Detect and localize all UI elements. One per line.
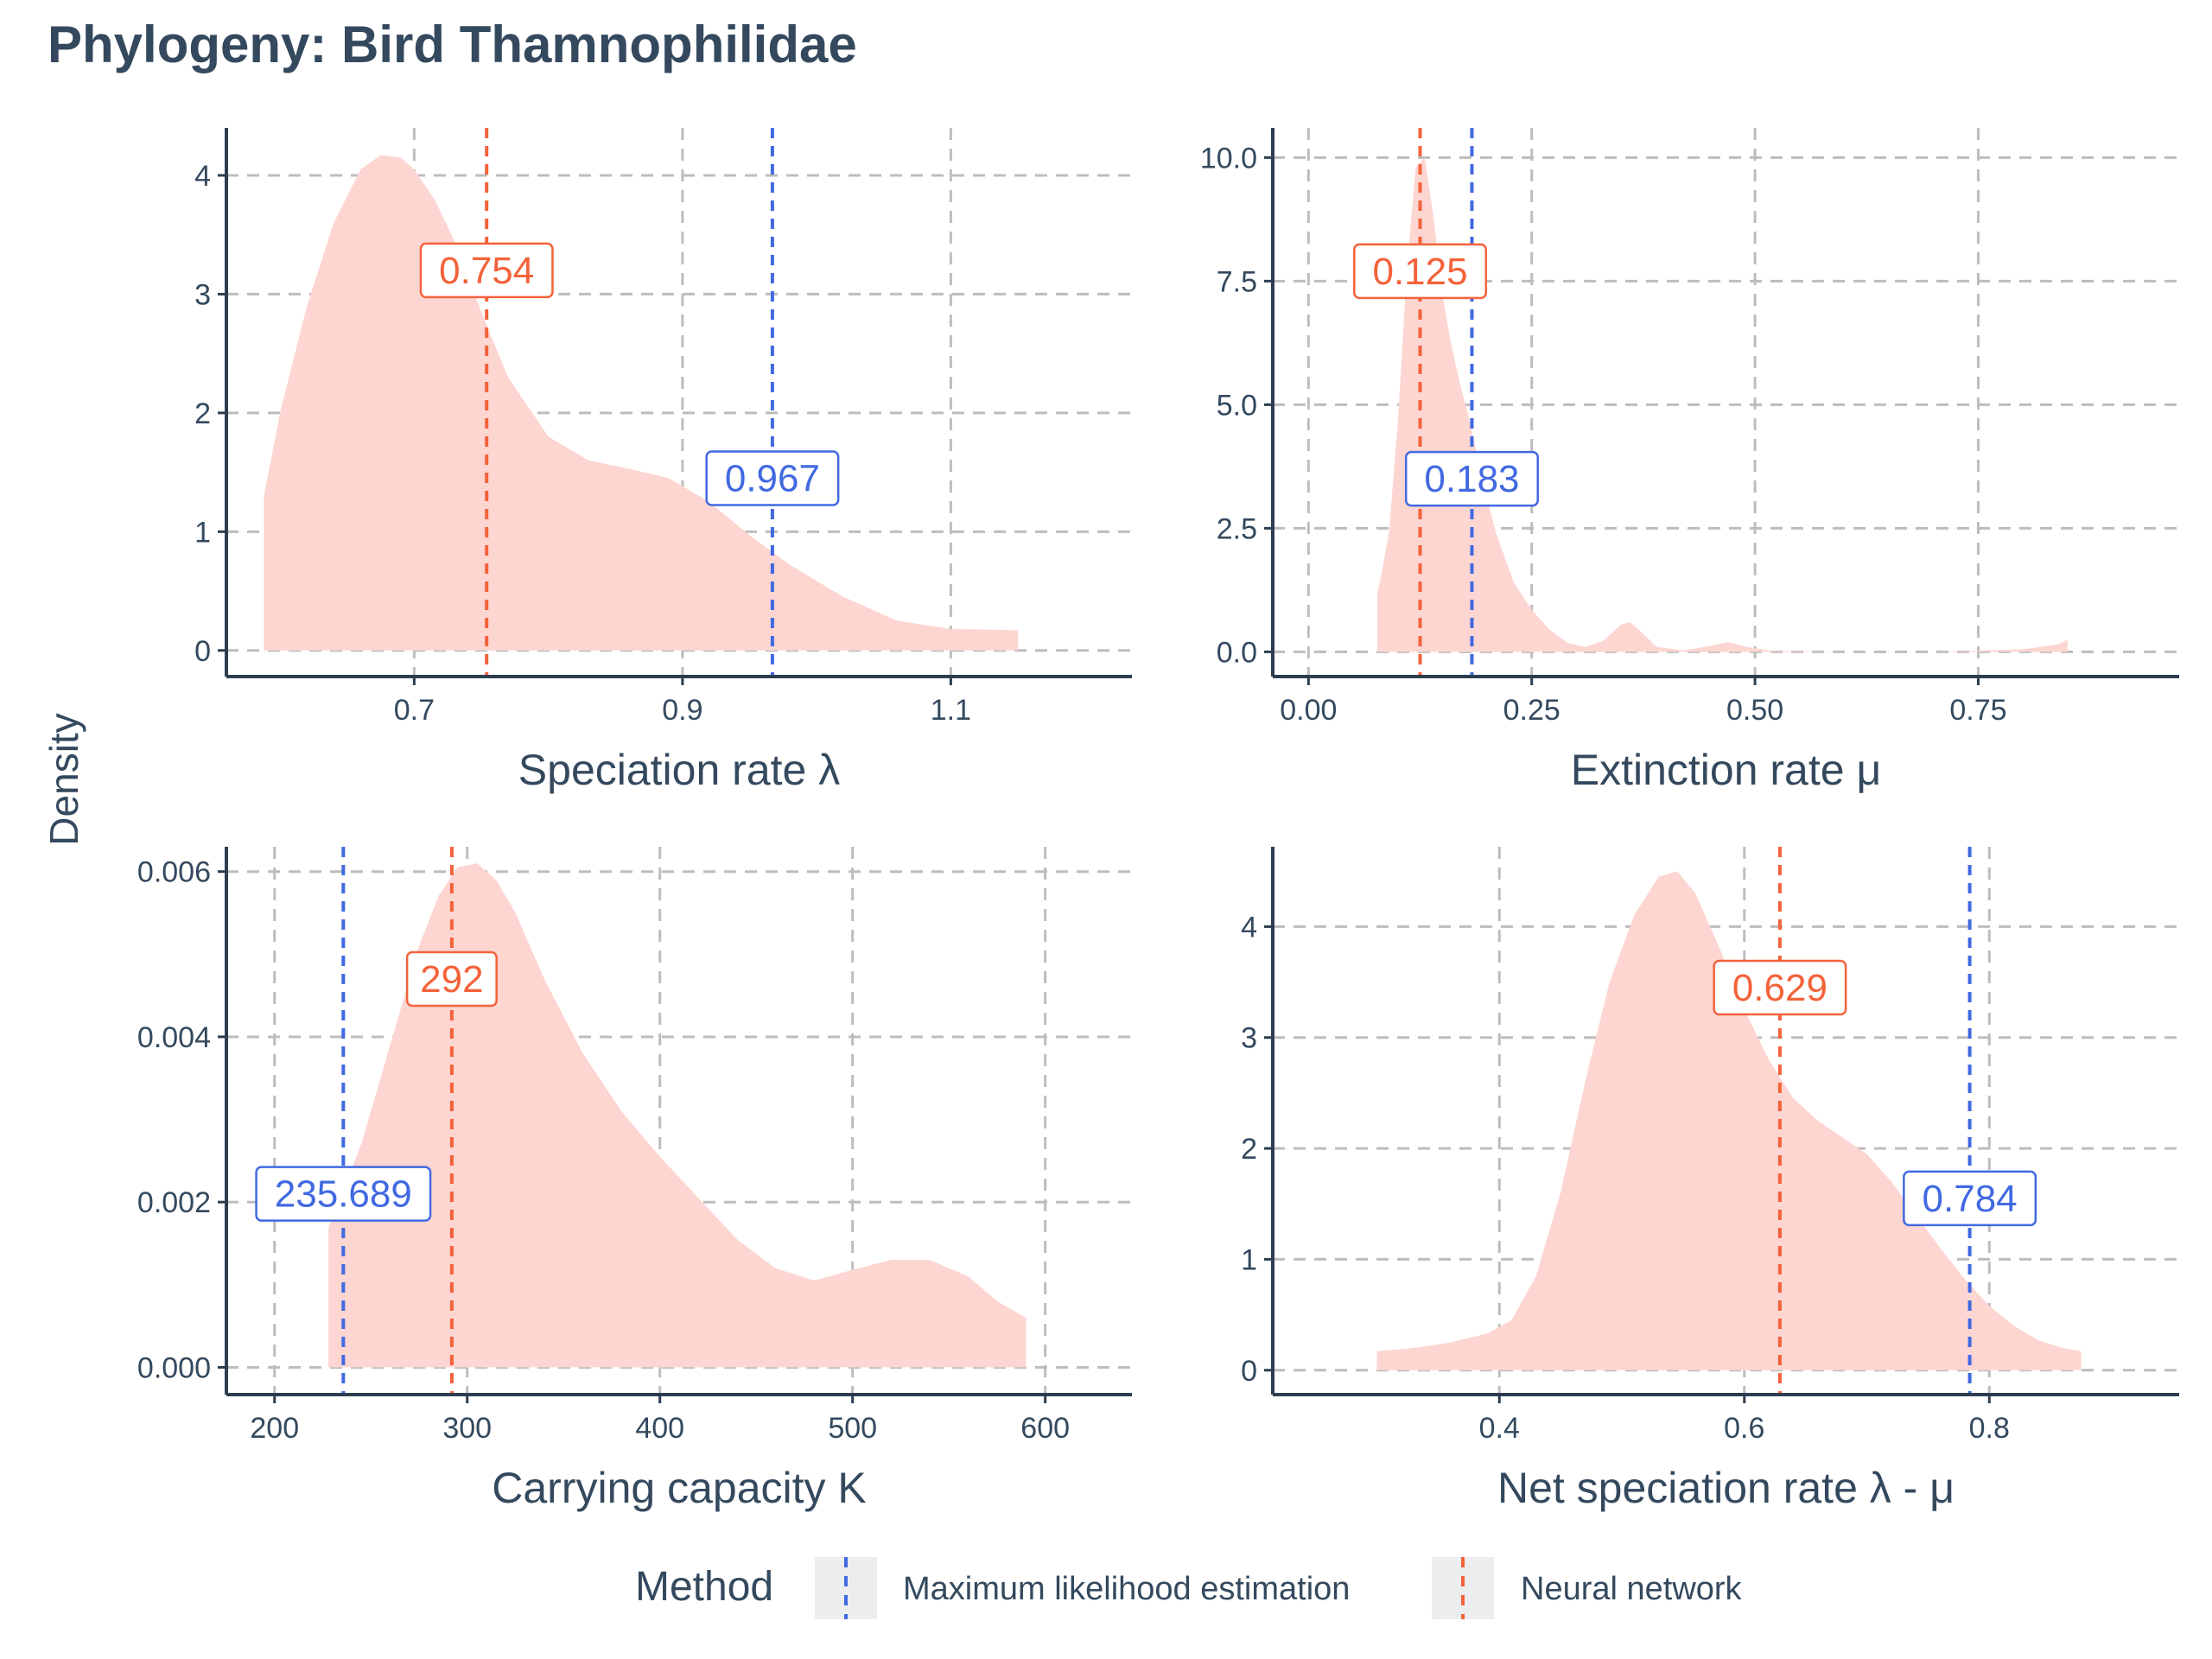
- panel-speciation-rate: 0 1 2 3 4 0.7 0.9 1.1 Speciation rate λ 0.754 0.96…: [194, 128, 1132, 794]
- nn-value-label-box: [1713, 959, 1847, 1016]
- y-tick-label: 0.000: [137, 1351, 211, 1384]
- mle-value-label-text: 0.183: [1424, 458, 1519, 500]
- x-tick-label: 600: [1020, 1412, 1070, 1445]
- legend-title: Method: [635, 1564, 773, 1610]
- mle-value-label-text: 235.689: [275, 1173, 412, 1216]
- x-tick-label: 0.00: [1280, 694, 1337, 727]
- y-tick-label: 5.0: [1217, 389, 1257, 422]
- x-tick-label: 0.7: [394, 694, 435, 727]
- density-area: [1376, 871, 2082, 1370]
- x-tick-label: 0.4: [1479, 1412, 1520, 1445]
- x-tick-label: 400: [635, 1412, 684, 1445]
- x-tick-label: 0.9: [662, 694, 702, 727]
- x-axis-title: Extinction rate μ: [1571, 746, 1882, 794]
- panel-net-speciation-rate: 0 1 2 3 4 0.4 0.6 0.8 Net speciation rate λ - μ 0…: [1241, 847, 2179, 1512]
- y-tick-label: 0.0: [1217, 636, 1257, 669]
- y-tick-label: 4: [194, 160, 211, 193]
- mle-value-label-text: 0.967: [725, 457, 820, 499]
- x-axis-title: Carrying capacity K: [492, 1464, 867, 1512]
- mle-value-label-box: [255, 1166, 432, 1222]
- x-tick-label: 1.1: [931, 694, 971, 727]
- nn-value-label-text: 0.629: [1732, 967, 1827, 1009]
- x-tick-label: 0.75: [1949, 694, 2006, 727]
- y-tick-label: 2: [1241, 1133, 1257, 1166]
- y-tick-label: 7.5: [1217, 265, 1257, 298]
- x-axis-title: Net speciation rate λ - μ: [1497, 1464, 1955, 1512]
- density-area: [1376, 157, 2068, 652]
- mle-value-label-box: [1903, 1170, 2037, 1227]
- x-axis-title: Speciation rate λ: [518, 746, 840, 794]
- x-tick-label: 300: [442, 1412, 492, 1445]
- chart-title: Phylogeny: Bird Thamnophilidae: [48, 16, 857, 73]
- x-tick-label: 0.6: [1724, 1412, 1764, 1445]
- nn-value-label-box: [419, 242, 554, 299]
- density-area: [328, 863, 1027, 1368]
- nn-value-label-text: 0.125: [1372, 251, 1467, 293]
- panel-carrying-capacity: 0.000 0.002 0.004 0.006 200 300 400 500 600 Carry…: [137, 847, 1132, 1512]
- legend: Method Maximum likelihood estimation Neu…: [635, 1557, 1743, 1619]
- mle-value-label-box: [705, 450, 840, 506]
- y-tick-label: 2.5: [1217, 512, 1257, 545]
- y-tick-label: 1: [1241, 1243, 1257, 1276]
- legend-label-nn: Neural network: [1521, 1571, 1743, 1607]
- y-tick-label: 1: [194, 516, 211, 549]
- mle-value-label-box: [1404, 450, 1539, 507]
- nn-value-label-text: 0.754: [439, 250, 534, 292]
- y-tick-label: 0.004: [137, 1021, 211, 1054]
- y-tick-label: 10.0: [1200, 142, 1257, 175]
- y-tick-label: 0: [194, 635, 211, 668]
- mle-value-label-text: 0.784: [1923, 1178, 2018, 1220]
- y-tick-label: 0: [1241, 1355, 1257, 1388]
- x-tick-label: 0.25: [1503, 694, 1560, 727]
- y-tick-label: 3: [194, 278, 211, 311]
- density-area: [264, 155, 1018, 651]
- y-axis-label: Density: [41, 713, 86, 845]
- nn-value-label-box: [405, 950, 498, 1007]
- y-tick-label: 0.006: [137, 856, 211, 889]
- y-tick-label: 4: [1241, 911, 1257, 944]
- y-tick-label: 2: [194, 397, 211, 430]
- nn-value-label-box: [1353, 243, 1488, 300]
- panel-extinction-rate: 0.0 2.5 5.0 7.5 10.0 0.00 0.25 0.50 0.75 Extincti…: [1200, 128, 2179, 794]
- x-tick-label: 0.50: [1726, 694, 1783, 727]
- x-tick-label: 500: [828, 1412, 877, 1445]
- x-tick-label: 200: [250, 1412, 299, 1445]
- y-tick-label: 0.002: [137, 1186, 211, 1219]
- x-tick-label: 0.8: [1969, 1412, 2010, 1445]
- nn-value-label-text: 292: [420, 958, 483, 1001]
- legend-label-mle: Maximum likelihood estimation: [903, 1571, 1350, 1607]
- y-tick-label: 3: [1241, 1022, 1257, 1055]
